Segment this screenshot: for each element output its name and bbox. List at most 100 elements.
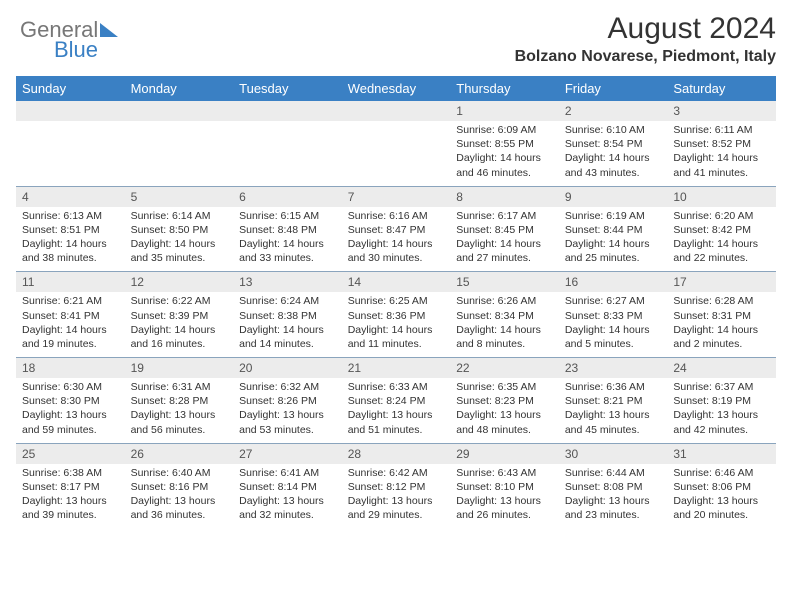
sunrise-line: Sunrise: 6:38 AM [22, 466, 119, 480]
sunset-line: Sunset: 8:06 PM [673, 480, 770, 494]
day-info-cell: Sunrise: 6:43 AMSunset: 8:10 PMDaylight:… [450, 464, 559, 529]
weekday-header: Thursday [450, 76, 559, 101]
sunset-line: Sunset: 8:34 PM [456, 309, 553, 323]
sunrise-line: Sunrise: 6:42 AM [348, 466, 445, 480]
sunrise-line: Sunrise: 6:43 AM [456, 466, 553, 480]
sunset-line: Sunset: 8:16 PM [131, 480, 228, 494]
day-info-cell [16, 121, 125, 186]
day-number-row: 45678910 [16, 186, 776, 207]
sunset-line: Sunset: 8:42 PM [673, 223, 770, 237]
day-info-cell: Sunrise: 6:15 AMSunset: 8:48 PMDaylight:… [233, 207, 342, 272]
calendar-body: 123Sunrise: 6:09 AMSunset: 8:55 PMDaylig… [16, 101, 776, 528]
sunset-line: Sunset: 8:44 PM [565, 223, 662, 237]
calendar-table: SundayMondayTuesdayWednesdayThursdayFrid… [16, 76, 776, 528]
daylight-line: Daylight: 14 hours and 19 minutes. [22, 323, 119, 351]
sunrise-line: Sunrise: 6:21 AM [22, 294, 119, 308]
day-number-cell: 12 [125, 272, 234, 293]
day-info-cell: Sunrise: 6:38 AMSunset: 8:17 PMDaylight:… [16, 464, 125, 529]
daylight-line: Daylight: 14 hours and 38 minutes. [22, 237, 119, 265]
day-info-cell: Sunrise: 6:24 AMSunset: 8:38 PMDaylight:… [233, 292, 342, 357]
sunset-line: Sunset: 8:48 PM [239, 223, 336, 237]
day-number-cell [16, 101, 125, 121]
sunrise-line: Sunrise: 6:16 AM [348, 209, 445, 223]
daylight-line: Daylight: 14 hours and 25 minutes. [565, 237, 662, 265]
day-info-cell: Sunrise: 6:14 AMSunset: 8:50 PMDaylight:… [125, 207, 234, 272]
daylight-line: Daylight: 14 hours and 30 minutes. [348, 237, 445, 265]
sunset-line: Sunset: 8:50 PM [131, 223, 228, 237]
day-info-row: Sunrise: 6:09 AMSunset: 8:55 PMDaylight:… [16, 121, 776, 186]
day-info-cell: Sunrise: 6:13 AMSunset: 8:51 PMDaylight:… [16, 207, 125, 272]
day-info-cell: Sunrise: 6:35 AMSunset: 8:23 PMDaylight:… [450, 378, 559, 443]
day-info-cell: Sunrise: 6:25 AMSunset: 8:36 PMDaylight:… [342, 292, 451, 357]
day-info-cell: Sunrise: 6:31 AMSunset: 8:28 PMDaylight:… [125, 378, 234, 443]
day-number-cell [125, 101, 234, 121]
day-number-cell [342, 101, 451, 121]
weekday-header: Monday [125, 76, 234, 101]
day-info-cell: Sunrise: 6:46 AMSunset: 8:06 PMDaylight:… [667, 464, 776, 529]
weekday-header: Sunday [16, 76, 125, 101]
day-number-row: 25262728293031 [16, 443, 776, 464]
daylight-line: Daylight: 13 hours and 42 minutes. [673, 408, 770, 436]
sunset-line: Sunset: 8:21 PM [565, 394, 662, 408]
day-number-cell: 11 [16, 272, 125, 293]
day-info-cell: Sunrise: 6:26 AMSunset: 8:34 PMDaylight:… [450, 292, 559, 357]
sunset-line: Sunset: 8:31 PM [673, 309, 770, 323]
sunset-line: Sunset: 8:17 PM [22, 480, 119, 494]
sunrise-line: Sunrise: 6:13 AM [22, 209, 119, 223]
day-info-cell: Sunrise: 6:30 AMSunset: 8:30 PMDaylight:… [16, 378, 125, 443]
sunset-line: Sunset: 8:30 PM [22, 394, 119, 408]
day-number-cell: 4 [16, 186, 125, 207]
day-info-cell [125, 121, 234, 186]
sunset-line: Sunset: 8:55 PM [456, 137, 553, 151]
day-info-row: Sunrise: 6:30 AMSunset: 8:30 PMDaylight:… [16, 378, 776, 443]
daylight-line: Daylight: 14 hours and 27 minutes. [456, 237, 553, 265]
sunrise-line: Sunrise: 6:26 AM [456, 294, 553, 308]
day-number-cell: 28 [342, 443, 451, 464]
brand-logo-full: General Blue [20, 20, 120, 60]
daylight-line: Daylight: 13 hours and 59 minutes. [22, 408, 119, 436]
daylight-line: Daylight: 13 hours and 29 minutes. [348, 494, 445, 522]
sunrise-line: Sunrise: 6:24 AM [239, 294, 336, 308]
day-number-cell: 17 [667, 272, 776, 293]
sunset-line: Sunset: 8:38 PM [239, 309, 336, 323]
sunrise-line: Sunrise: 6:35 AM [456, 380, 553, 394]
day-number-cell: 31 [667, 443, 776, 464]
day-info-cell: Sunrise: 6:17 AMSunset: 8:45 PMDaylight:… [450, 207, 559, 272]
daylight-line: Daylight: 14 hours and 46 minutes. [456, 151, 553, 179]
daylight-line: Daylight: 13 hours and 20 minutes. [673, 494, 770, 522]
sunset-line: Sunset: 8:51 PM [22, 223, 119, 237]
day-info-cell: Sunrise: 6:27 AMSunset: 8:33 PMDaylight:… [559, 292, 668, 357]
day-info-cell: Sunrise: 6:42 AMSunset: 8:12 PMDaylight:… [342, 464, 451, 529]
weekday-header: Wednesday [342, 76, 451, 101]
day-number-cell: 27 [233, 443, 342, 464]
daylight-line: Daylight: 13 hours and 45 minutes. [565, 408, 662, 436]
daylight-line: Daylight: 14 hours and 41 minutes. [673, 151, 770, 179]
day-number-cell: 14 [342, 272, 451, 293]
day-number-row: 18192021222324 [16, 358, 776, 379]
day-info-cell: Sunrise: 6:37 AMSunset: 8:19 PMDaylight:… [667, 378, 776, 443]
sunrise-line: Sunrise: 6:27 AM [565, 294, 662, 308]
sunset-line: Sunset: 8:26 PM [239, 394, 336, 408]
day-info-row: Sunrise: 6:21 AMSunset: 8:41 PMDaylight:… [16, 292, 776, 357]
sunset-line: Sunset: 8:47 PM [348, 223, 445, 237]
sunset-line: Sunset: 8:41 PM [22, 309, 119, 323]
sunrise-line: Sunrise: 6:32 AM [239, 380, 336, 394]
sunset-line: Sunset: 8:28 PM [131, 394, 228, 408]
sunset-line: Sunset: 8:19 PM [673, 394, 770, 408]
daylight-line: Daylight: 14 hours and 22 minutes. [673, 237, 770, 265]
daylight-line: Daylight: 14 hours and 11 minutes. [348, 323, 445, 351]
day-info-cell: Sunrise: 6:36 AMSunset: 8:21 PMDaylight:… [559, 378, 668, 443]
day-number-cell: 13 [233, 272, 342, 293]
daylight-line: Daylight: 14 hours and 8 minutes. [456, 323, 553, 351]
day-info-cell: Sunrise: 6:22 AMSunset: 8:39 PMDaylight:… [125, 292, 234, 357]
day-number-cell: 6 [233, 186, 342, 207]
day-info-cell: Sunrise: 6:19 AMSunset: 8:44 PMDaylight:… [559, 207, 668, 272]
day-info-cell: Sunrise: 6:16 AMSunset: 8:47 PMDaylight:… [342, 207, 451, 272]
month-title: August 2024 [515, 12, 776, 46]
daylight-line: Daylight: 14 hours and 16 minutes. [131, 323, 228, 351]
sunset-line: Sunset: 8:39 PM [131, 309, 228, 323]
day-number-cell: 23 [559, 358, 668, 379]
sunrise-line: Sunrise: 6:44 AM [565, 466, 662, 480]
daylight-line: Daylight: 14 hours and 35 minutes. [131, 237, 228, 265]
day-number-cell [233, 101, 342, 121]
